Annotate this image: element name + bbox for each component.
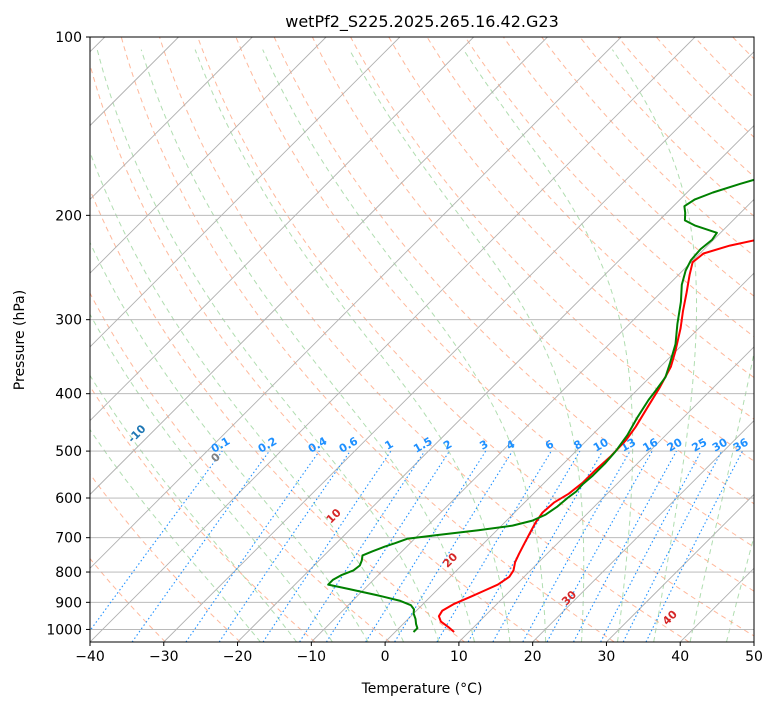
y-tick-label: 300 xyxy=(55,313,82,329)
dry-adiabat-line xyxy=(7,37,390,642)
dry-adiabats xyxy=(0,37,775,642)
mixing-ratio-label: 1 xyxy=(383,438,396,453)
mixing-ratio-label: 3 xyxy=(477,438,490,453)
y-tick-label: 800 xyxy=(55,565,82,581)
x-tick-label: −40 xyxy=(75,649,105,665)
dry-adiabat-line xyxy=(695,37,775,642)
mixing-ratio-label: 0.2 xyxy=(256,435,279,456)
dry-adiabat-line xyxy=(274,37,775,642)
y-tick-label: 700 xyxy=(55,531,82,547)
dry-adiabat-line xyxy=(427,37,775,642)
isotherm-line xyxy=(0,37,400,642)
mixing-ratio-line xyxy=(437,451,551,642)
y-tick-label: 600 xyxy=(55,491,82,507)
x-tick-label: 50 xyxy=(745,649,763,665)
moist-adiabat-line xyxy=(60,50,403,642)
x-tick-label: −20 xyxy=(223,649,253,665)
y-axis-label: Pressure (hPa) xyxy=(12,290,28,390)
mixing-ratio-label: 16 xyxy=(641,435,661,454)
x-tick-label: 40 xyxy=(671,649,689,665)
mixing-ratio-label: 10 xyxy=(591,435,611,454)
mixing-ratio-label: 20 xyxy=(665,435,685,454)
isotherm-line xyxy=(90,37,695,642)
isotherm-line xyxy=(16,37,621,642)
isotherm-line xyxy=(311,37,775,642)
mixing-ratio-line xyxy=(468,451,580,642)
x-tick-label: 20 xyxy=(524,649,542,665)
isotherm-line xyxy=(754,37,775,642)
mixing-ratio-label: 0.6 xyxy=(337,434,361,455)
isotherm-line xyxy=(0,37,547,642)
mixing-ratio-label: 4 xyxy=(504,437,517,452)
chart-title: wetPf2_S225.2025.265.16.42.G23 xyxy=(285,12,559,32)
isotherm-line xyxy=(680,37,775,642)
isotherm-line xyxy=(0,37,326,642)
dry-adiabat-line xyxy=(160,37,690,642)
dry-adiabat-line xyxy=(465,37,775,642)
y-tick-label: 900 xyxy=(55,595,82,611)
mixing-ratio-label: 6 xyxy=(543,437,556,452)
isobar-grid xyxy=(90,37,754,629)
dry-adiabat-label: 10 xyxy=(324,506,344,526)
x-tick-label: 0 xyxy=(381,649,390,665)
mixing-ratio-line xyxy=(82,451,223,642)
moist-adiabat-line xyxy=(28,50,368,642)
moist-adiabat-line xyxy=(690,50,775,642)
dry-adiabat-line xyxy=(656,37,775,642)
dry-adiabat-label: 30 xyxy=(559,588,579,608)
mixing-ratio-line xyxy=(263,451,391,642)
moist-adiabats xyxy=(0,50,775,642)
mixing-ratio-line xyxy=(523,451,630,642)
x-tick-label: 30 xyxy=(598,649,616,665)
y-tick-label: 500 xyxy=(55,444,82,460)
y-tick-label: 100 xyxy=(55,30,82,46)
y-tick-label: 200 xyxy=(55,208,82,224)
dry-adiabat-line xyxy=(542,37,775,642)
isotherm-line xyxy=(0,37,252,642)
mixing-ratio-label: 25 xyxy=(690,436,710,455)
mixing-ratio-label: 0.4 xyxy=(306,434,330,455)
isotherm-line xyxy=(533,37,775,642)
x-tick-label: 10 xyxy=(450,649,468,665)
mixing-ratio-label: 2 xyxy=(441,438,454,453)
mixing-ratio-label: 1.5 xyxy=(411,435,434,456)
moist-adiabat-line xyxy=(0,50,332,642)
mixing-ratio-label: 8 xyxy=(572,438,585,453)
moist-adiabat-line xyxy=(349,50,583,642)
y-tick-label: 400 xyxy=(55,387,82,403)
dry-adiabat-line xyxy=(0,37,240,642)
dry-adiabat-line xyxy=(236,37,775,642)
dry-adiabat-line xyxy=(351,37,775,642)
x-axis-label: Temperature (°C) xyxy=(361,681,483,697)
dry-adiabat-line xyxy=(389,37,775,642)
mixing-ratio-line xyxy=(547,451,652,642)
x-tick-label: −30 xyxy=(149,649,179,665)
dry-adiabat-label: 20 xyxy=(440,550,460,570)
isotherm-line xyxy=(385,37,775,642)
moist-adiabat-line xyxy=(727,50,775,642)
x-tick-label: −10 xyxy=(297,649,327,665)
mixing-ratio-label: 30 xyxy=(710,435,730,454)
mixing-ratio-line xyxy=(219,451,350,642)
mixing-ratio-label: 36 xyxy=(731,435,751,454)
y-tick-label: 1000 xyxy=(46,622,82,638)
dry-adiabat-line xyxy=(0,37,315,642)
dry-adiabat-label: -10 xyxy=(125,422,148,445)
moist-adiabat-line xyxy=(97,50,439,642)
